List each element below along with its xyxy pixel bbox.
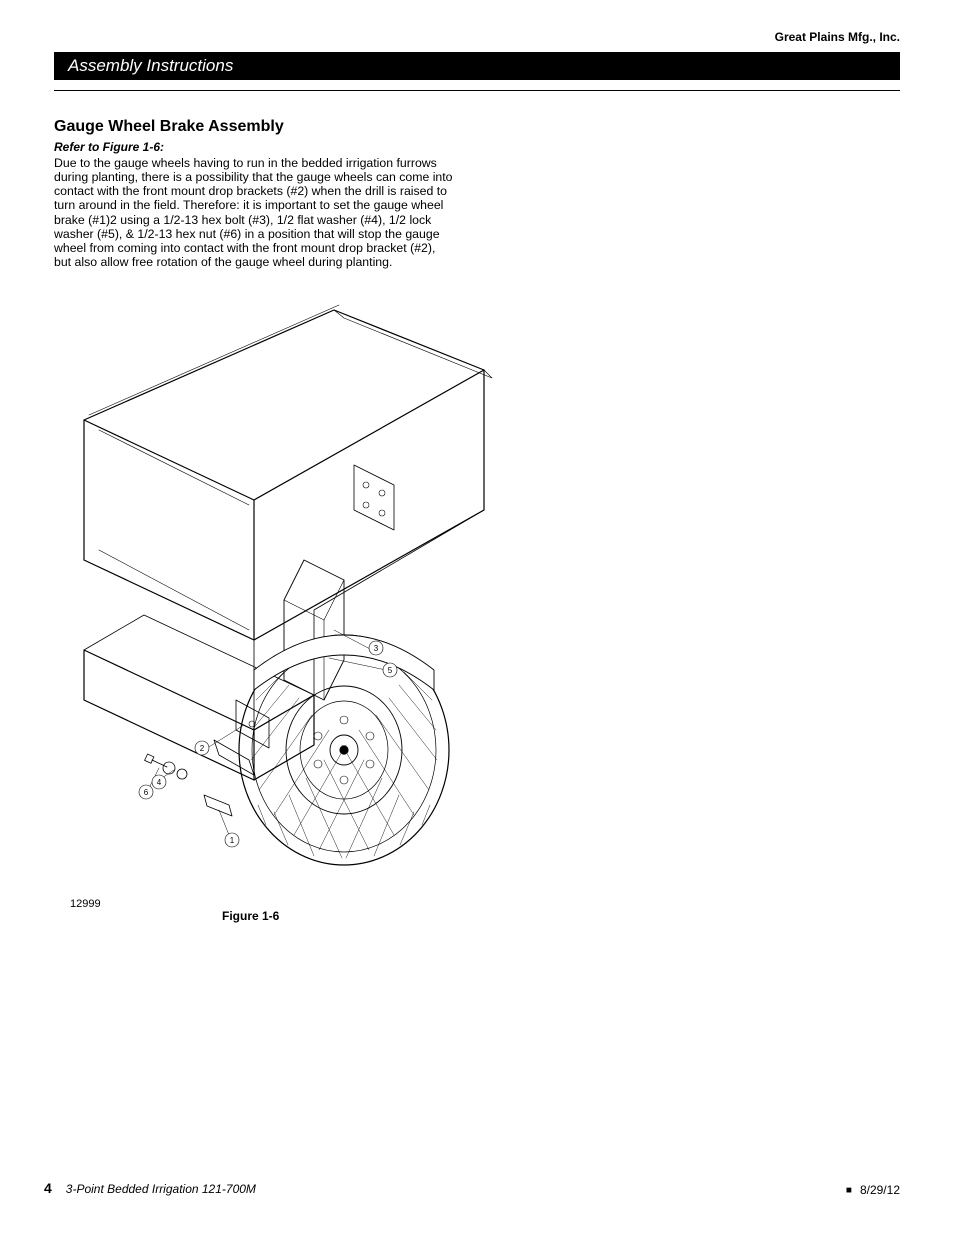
callout-6: 6 bbox=[144, 788, 149, 797]
callout-3: 3 bbox=[374, 644, 379, 653]
callout-1: 1 bbox=[230, 836, 235, 845]
section-bar: Assembly Instructions bbox=[54, 52, 900, 80]
page-number: 4 bbox=[44, 1180, 52, 1196]
section-title: Gauge Wheel Brake Assembly bbox=[54, 118, 454, 136]
callout-4: 4 bbox=[157, 778, 162, 787]
doc-title: 3-Point Bedded Irrigation 121-700M bbox=[66, 1182, 256, 1196]
divider bbox=[54, 90, 900, 91]
square-bullet-icon: ■ bbox=[846, 1185, 852, 1196]
footer-date: 8/29/12 bbox=[860, 1183, 900, 1197]
figure-diagram: 1 2 3 4 5 6 bbox=[54, 300, 494, 920]
callout-5: 5 bbox=[388, 666, 393, 675]
figure-reference: Refer to Figure 1-6: bbox=[54, 140, 454, 154]
main-content: Gauge Wheel Brake Assembly Refer to Figu… bbox=[54, 118, 454, 269]
figure-number: 12999 bbox=[70, 898, 101, 910]
bar-title: Assembly Instructions bbox=[68, 56, 233, 76]
page-footer: 4 3-Point Bedded Irrigation 121-700M ■ 8… bbox=[44, 1180, 900, 1198]
callout-2: 2 bbox=[200, 744, 205, 753]
body-paragraph: Due to the gauge wheels having to run in… bbox=[54, 156, 454, 269]
company-name: Great Plains Mfg., Inc. bbox=[775, 30, 900, 44]
figure-caption: Figure 1-6 bbox=[222, 909, 279, 923]
